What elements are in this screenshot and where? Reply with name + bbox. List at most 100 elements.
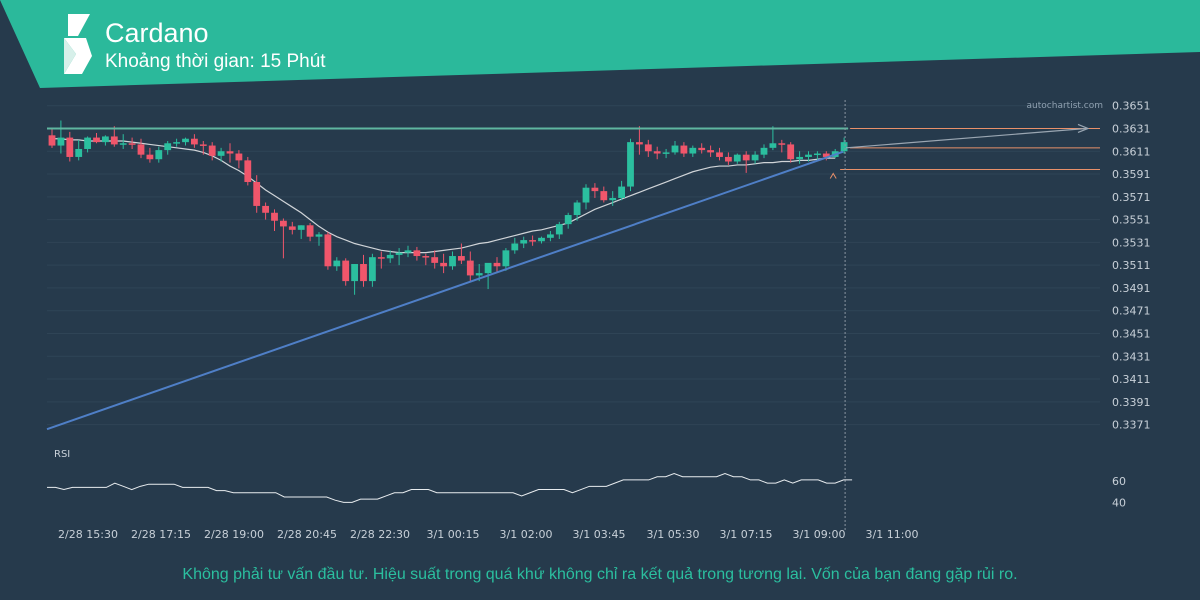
time-tick-label: 3/1 05:30 [647,528,700,541]
watermark: autochartist.com [1027,101,1103,111]
candle-body [146,154,154,160]
candle-body [805,154,812,157]
candle [680,142,688,157]
candle [164,141,172,155]
candle [102,135,109,146]
candle-body [342,260,350,282]
header-banner: Cardano Khoảng thời gian: 15 Phút [0,0,1200,88]
candle-body [716,152,723,157]
time-tick-label: 3/1 03:45 [573,528,626,541]
time-tick-label: 2/28 20:45 [277,528,337,541]
time-tick-label: 3/1 02:00 [500,528,553,541]
pattern-lines [46,100,1100,530]
price-tick-label: 0.3551 [1112,214,1151,227]
candle-body [137,144,145,155]
candle [840,137,848,154]
candle [369,253,376,287]
candle-body [547,234,554,238]
candle-body [564,215,572,225]
candle [751,151,759,164]
candle-body [351,264,358,282]
price-tick-label: 0.3411 [1112,373,1151,386]
candle [128,137,136,149]
time-tick-label: 3/1 11:00 [866,528,919,541]
candle-body [191,138,198,145]
candle [119,134,127,149]
candle-body [493,262,501,267]
candle [413,246,421,261]
candle [48,128,56,148]
candle-body [244,160,252,183]
candle [644,139,652,157]
candle [226,143,234,163]
candle [75,139,83,161]
candle-body [235,153,243,161]
candle [689,145,697,157]
candle [627,138,634,192]
candle [395,248,403,266]
candle-body [466,260,474,276]
price-tick-label: 0.3591 [1112,168,1151,181]
candle-body [360,264,367,282]
candle [208,142,216,161]
forecast-arrow-line [846,127,1087,149]
candle-body [84,137,91,149]
candle-body [751,154,759,161]
candle [822,151,830,161]
candle-body [324,234,332,267]
candle [582,184,590,210]
candle-body [217,151,225,156]
candle-body [609,197,617,201]
candle-body [262,205,269,213]
forecast-arrow-head [1077,123,1090,134]
candle-body [653,151,661,154]
breakout-marker [829,172,837,179]
candle-body [57,137,65,146]
candle-body [271,212,278,221]
candle [778,139,786,153]
rsi-tick-label: 60 [1112,475,1126,488]
candle-body [422,256,430,258]
candle [458,243,465,265]
candles [48,120,848,295]
candle [217,147,225,162]
candle-body [128,143,136,145]
candle-body [315,234,323,237]
price-tick-label: 0.3651 [1112,100,1151,113]
candle-body [440,262,447,267]
candle-body [733,154,741,162]
candle-body [306,225,314,237]
candle-body [369,257,376,282]
candle [484,262,492,290]
candle-body [787,144,795,160]
price-tick-label: 0.3391 [1112,396,1151,409]
candle [377,251,385,269]
candle [662,148,670,159]
candle [155,146,163,163]
price-tick-label: 0.3491 [1112,282,1151,295]
candle [173,138,180,147]
candle-body [538,237,545,242]
candle-body [582,187,590,203]
candle [769,126,777,151]
candle [146,147,154,163]
price-axis: 0.3651 0.3631 0.3611 0.3591 0.3571 0.3551 0.35… [1112,100,1151,432]
candle [733,153,741,164]
candle-body [840,142,848,152]
candle [636,126,643,155]
candle [538,236,545,244]
time-tick-label: 3/1 07:15 [720,528,773,541]
candle-body [75,148,83,157]
candle-body [769,143,777,148]
candle [609,191,617,206]
candle-body [680,145,688,154]
candle [671,141,679,155]
candle-body [600,191,608,201]
candle-body [413,250,421,257]
candle-body [796,156,803,160]
candle [814,151,821,161]
candle [137,138,145,159]
candle [315,232,323,246]
time-tick-label: 3/1 09:00 [793,528,846,541]
candle [244,156,252,186]
